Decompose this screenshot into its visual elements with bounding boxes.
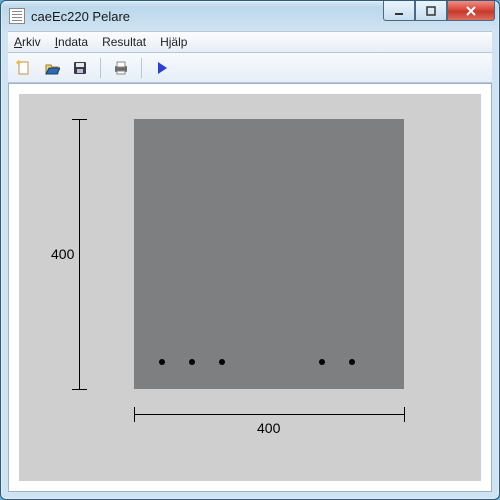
print-icon[interactable] — [111, 58, 131, 78]
dim-vertical-label: 400 — [51, 246, 74, 262]
menu-resultat[interactable]: Resultat — [102, 35, 146, 49]
run-icon[interactable] — [152, 58, 172, 78]
new-icon[interactable] — [14, 58, 34, 78]
maximize-button[interactable] — [415, 1, 447, 21]
dim-horizontal-line — [134, 414, 404, 415]
rebar-dot — [189, 359, 195, 365]
menu-arkiv[interactable]: Arkiv — [14, 35, 41, 49]
dim-vertical-cap-top — [72, 119, 87, 120]
rebar-dot — [159, 359, 165, 365]
close-button[interactable] — [447, 1, 495, 21]
toolbar-separator-1 — [100, 58, 101, 78]
app-window: caeEc220 Pelare Arkiv Indata Resultat Hj… — [0, 0, 500, 500]
dim-horizontal-label: 400 — [257, 420, 280, 436]
titlebar[interactable]: caeEc220 Pelare — [1, 1, 499, 31]
open-icon[interactable] — [42, 58, 62, 78]
drawing-canvas: 400 400 — [19, 94, 481, 481]
dim-horizontal-cap-l — [134, 407, 135, 422]
save-icon[interactable] — [70, 58, 90, 78]
minimize-button[interactable] — [383, 1, 415, 21]
client-area: 400 400 — [8, 83, 492, 492]
menu-indata[interactable]: Indata — [55, 35, 88, 49]
menubar: Arkiv Indata Resultat Hjälp — [8, 31, 492, 53]
column-section — [134, 119, 404, 389]
toolbar-separator-2 — [141, 58, 142, 78]
window-title: caeEc220 Pelare — [31, 9, 130, 24]
dim-horizontal-cap-r — [404, 407, 405, 422]
window-buttons — [383, 1, 495, 21]
rebar-dot — [349, 359, 355, 365]
rebar-dot — [319, 359, 325, 365]
dim-vertical-cap-bot — [72, 389, 87, 390]
dim-vertical-line — [79, 119, 80, 389]
toolbar — [8, 53, 492, 83]
menu-hjalp[interactable]: Hjälp — [160, 35, 187, 49]
rebar-dot — [219, 359, 225, 365]
app-icon — [9, 8, 25, 24]
